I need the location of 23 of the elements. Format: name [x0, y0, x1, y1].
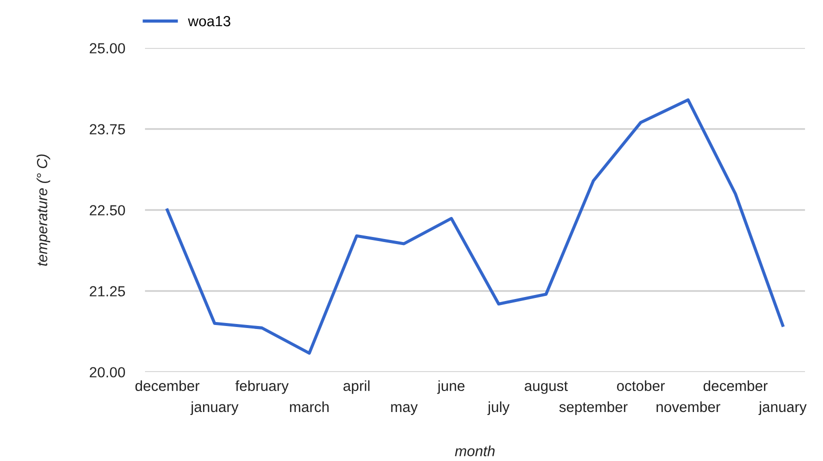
legend-label: woa13	[188, 16, 230, 26]
x-axis-title: month	[454, 446, 495, 456]
x-tick-label: october	[617, 380, 665, 392]
x-tick-label: april	[343, 380, 370, 394]
y-tick-label: 21.25	[90, 286, 125, 296]
y-tick-label: 23.75	[90, 124, 125, 134]
x-tick-label: december	[135, 380, 200, 392]
x-tick-label: september	[559, 401, 628, 415]
x-tick-label: july	[487, 401, 510, 415]
y-tick-label: 22.50	[90, 205, 125, 216]
x-tick-label: may	[391, 404, 418, 415]
line-series	[166, 98, 784, 355]
x-tick-label: june	[437, 380, 464, 394]
x-tick-label: february	[235, 380, 289, 394]
y-axis-title: temperature (° C)	[36, 154, 50, 266]
x-tick-label: january	[758, 401, 807, 415]
x-tick-label: march	[290, 401, 329, 412]
x-tick-label: december	[704, 380, 768, 392]
x-tick-label: november	[656, 401, 720, 412]
y-tick-label: 20.00	[90, 367, 125, 378]
x-tick-label: august	[524, 381, 568, 394]
x-tick-label: january	[190, 401, 238, 415]
y-tick-label: 25.00	[90, 43, 125, 54]
